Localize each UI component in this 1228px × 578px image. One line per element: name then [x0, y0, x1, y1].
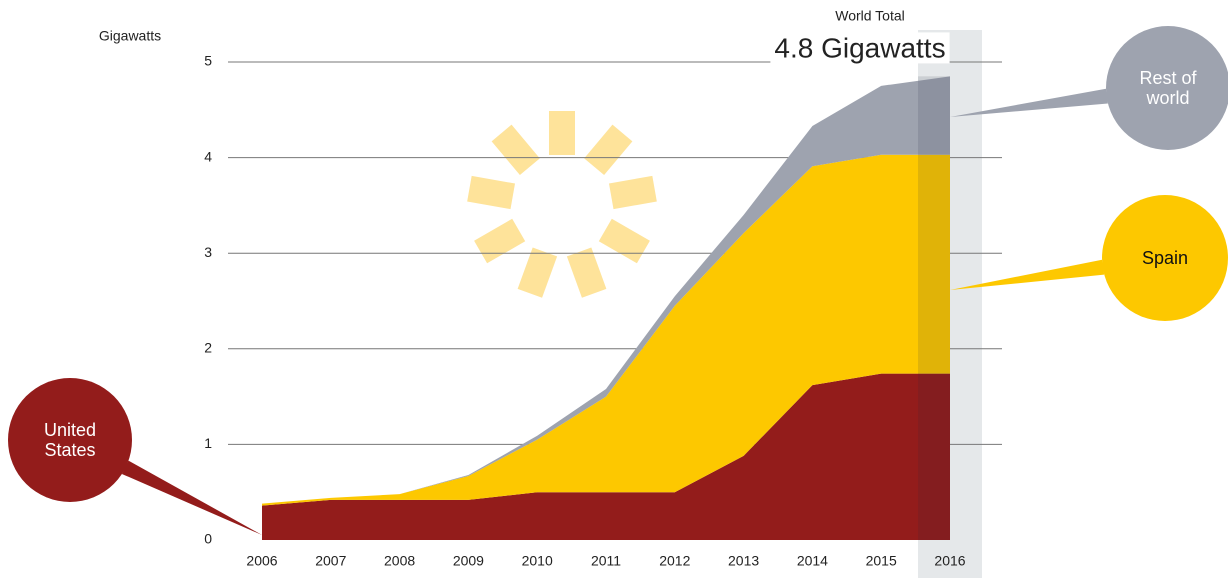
pointer	[950, 259, 1105, 290]
legend-bubble	[8, 378, 132, 502]
pointer	[950, 88, 1108, 117]
y-axis-label: Gigawatts	[99, 28, 161, 44]
annotation: 4.8 Gigawatts	[774, 32, 945, 63]
sun-icon	[467, 111, 657, 298]
legend-bubble	[1102, 195, 1228, 321]
x-tick-label: 2010	[522, 553, 553, 569]
legend-label: Spain	[1141, 248, 1188, 268]
x-tick-label: 2008	[384, 553, 415, 569]
x-tick-label: 2012	[659, 553, 690, 569]
x-tick-label: 2014	[797, 553, 828, 569]
x-tick-label: 2007	[315, 553, 346, 569]
legend-label: United States	[43, 420, 96, 460]
highlight-overlay	[918, 76, 950, 540]
y-tick-label: 0	[204, 531, 212, 547]
legend-label: Rest of world	[1139, 68, 1197, 108]
x-tick-label: 2011	[591, 553, 621, 569]
x-tick-label: 2009	[453, 553, 484, 569]
x-tick-label: 2016	[934, 553, 965, 569]
y-tick-label: 5	[204, 53, 212, 69]
area	[262, 373, 950, 540]
x-tick-label: 2015	[866, 553, 897, 569]
annotation-bg	[770, 32, 950, 64]
annotation-title: World Total	[835, 8, 905, 24]
x-tick-label: 2013	[728, 553, 759, 569]
legend-bubble	[1106, 26, 1228, 150]
area	[262, 76, 950, 504]
y-tick-label: 2	[204, 340, 212, 356]
area	[262, 154, 950, 506]
y-tick-label: 3	[204, 244, 212, 260]
y-tick-label: 4	[204, 148, 212, 164]
x-tick-label: 2006	[246, 553, 277, 569]
pointer	[121, 460, 263, 535]
y-tick-label: 1	[204, 435, 212, 451]
